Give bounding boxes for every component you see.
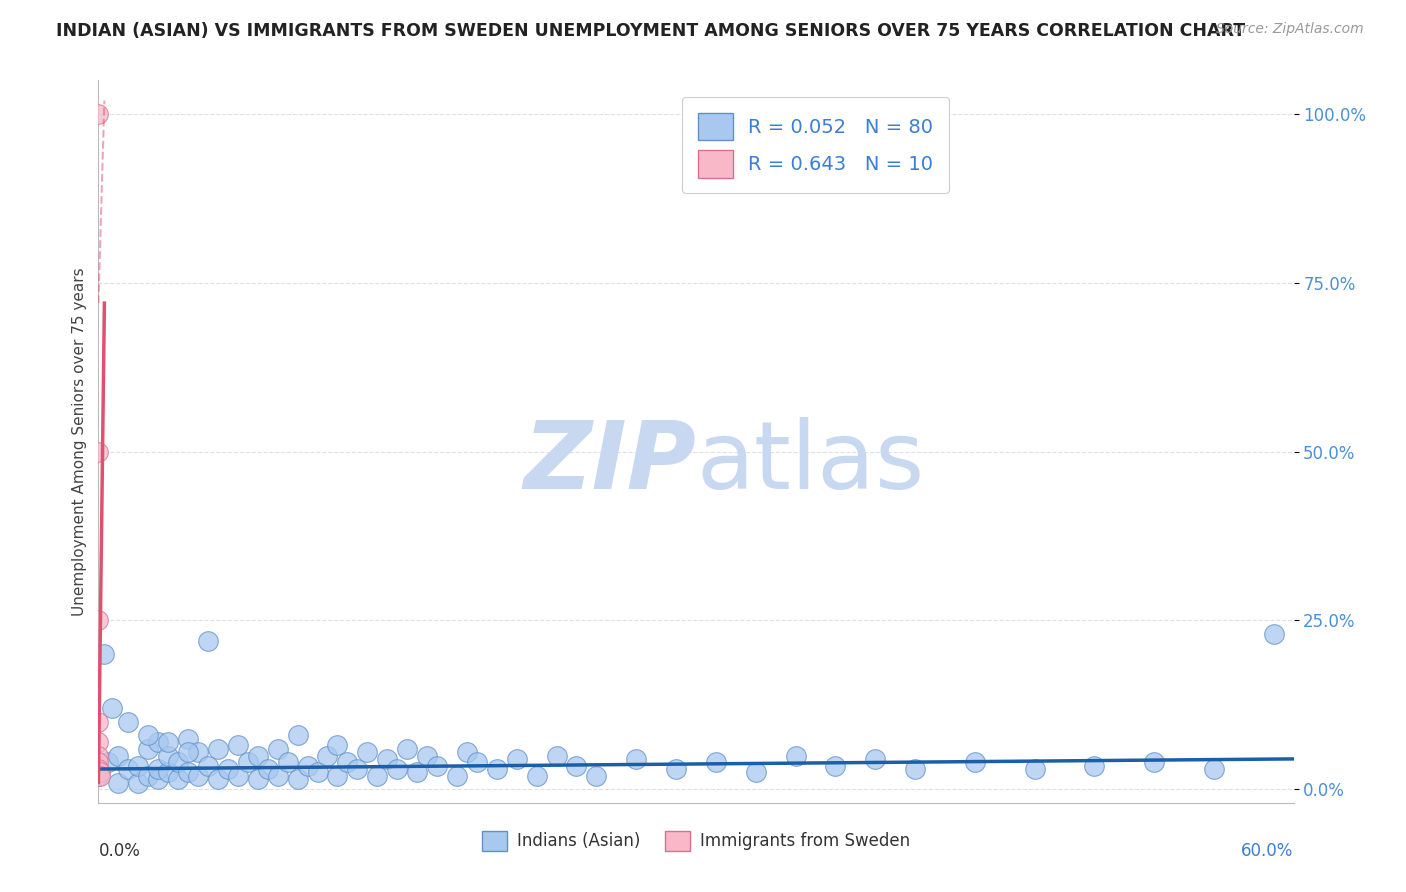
Point [177,745,200,759]
Point [785,748,807,763]
Point [97,756,120,770]
Point [287,772,309,787]
Text: Source: ZipAtlas.com: Source: ZipAtlas.com [1216,22,1364,37]
Point [148,772,170,787]
Point [136,741,159,756]
Point [336,756,359,770]
Point [207,741,229,756]
Point [277,756,299,770]
Point [87,714,110,729]
Point [526,769,548,783]
Point [89,769,111,783]
Point [326,739,349,753]
Point [1024,762,1046,776]
Point [197,758,219,772]
Point [87,444,110,458]
Y-axis label: Unemployment Among Seniors over 75 years: Unemployment Among Seniors over 75 years [72,268,87,615]
Point [87,735,110,749]
Point [187,745,209,759]
Point [136,769,159,783]
Point [665,762,688,776]
Point [197,633,219,648]
Point [904,762,927,776]
Point [217,762,239,776]
Point [1263,627,1285,641]
Point [117,714,139,729]
Point [87,614,110,628]
Point [136,728,159,742]
Point [745,765,768,780]
Text: 0.0%: 0.0% [98,842,141,860]
Point [963,756,986,770]
Text: ZIP: ZIP [523,417,696,509]
Point [297,758,319,772]
Point [177,731,200,746]
Point [117,762,139,776]
Point [287,728,309,742]
Point [267,741,290,756]
Point [148,762,170,776]
Point [307,765,329,780]
Point [127,758,149,772]
Point [565,758,588,772]
Point [385,762,409,776]
Point [256,762,278,776]
Point [93,647,115,661]
Point [148,735,170,749]
Point [177,765,200,780]
Point [167,756,190,770]
Point [267,769,290,783]
Point [246,748,269,763]
Point [207,772,229,787]
Point [546,748,568,763]
Point [396,741,419,756]
Point [167,772,190,787]
Point [246,772,269,787]
Point [87,748,110,763]
Point [704,756,727,770]
Point [824,758,846,772]
Point [127,775,149,789]
Point [416,748,439,763]
Point [456,745,478,759]
Point [1202,762,1225,776]
Point [375,752,398,766]
Point [87,762,110,776]
Point [226,769,249,783]
Point [865,752,887,766]
Point [406,765,429,780]
Point [1143,756,1166,770]
Point [465,756,488,770]
Point [157,765,180,780]
Point [107,775,129,789]
Point [316,748,339,763]
Point [346,762,368,776]
Point [101,701,124,715]
Legend: Indians (Asian), Immigrants from Sweden: Indians (Asian), Immigrants from Sweden [474,822,918,860]
Text: 60.0%: 60.0% [1241,842,1294,860]
Point [356,745,378,759]
Point [87,756,110,770]
Point [426,758,449,772]
Point [366,769,388,783]
Point [107,748,129,763]
Text: INDIAN (ASIAN) VS IMMIGRANTS FROM SWEDEN UNEMPLOYMENT AMONG SENIORS OVER 75 YEAR: INDIAN (ASIAN) VS IMMIGRANTS FROM SWEDEN… [56,22,1246,40]
Point [326,769,349,783]
Point [157,735,180,749]
Point [87,769,110,783]
Point [87,107,110,121]
Point [226,739,249,753]
Point [1083,758,1105,772]
Point [236,756,259,770]
Point [585,769,607,783]
Point [485,762,508,776]
Point [446,769,468,783]
Text: atlas: atlas [696,417,924,509]
Point [89,765,111,780]
Point [157,748,180,763]
Point [626,752,648,766]
Point [506,752,529,766]
Point [187,769,209,783]
